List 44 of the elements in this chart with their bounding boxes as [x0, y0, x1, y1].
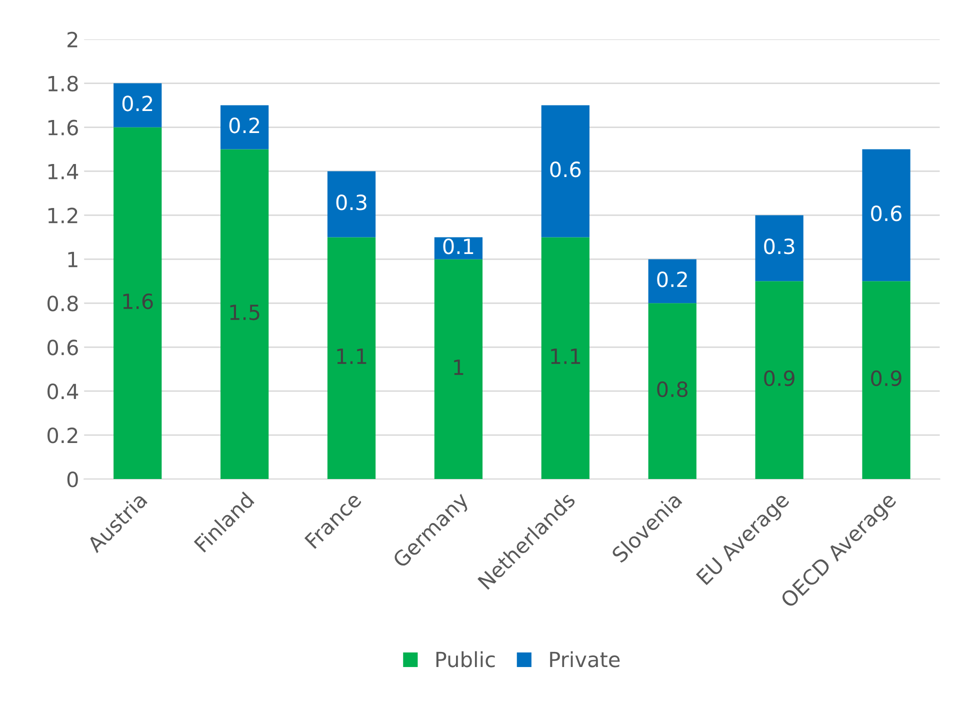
legend-label: Private — [550, 651, 620, 668]
bar — [862, 281, 910, 480]
data-label: 1.5 — [230, 304, 260, 320]
data-label: 0.6 — [871, 206, 902, 222]
bar — [114, 127, 162, 480]
y-tick-label: 0.8 — [48, 296, 78, 312]
y-tick-label: 2 — [68, 32, 78, 48]
bar — [541, 105, 590, 238]
y-tick-label: 0.2 — [48, 428, 78, 444]
y-tick-label: 1.2 — [48, 208, 78, 224]
bar — [648, 259, 696, 304]
data-label: 0.3 — [336, 194, 366, 210]
data-label: 1 — [454, 360, 464, 375]
data-label: 0.2 — [657, 271, 687, 288]
data-label: 0.8 — [657, 381, 688, 398]
y-tick-label: 1 — [68, 252, 78, 268]
data-label: 0.6 — [550, 162, 581, 178]
y-tick-label: 1.6 — [48, 120, 78, 136]
data-label: 0.2 — [229, 118, 260, 134]
bar — [862, 149, 910, 282]
legend-label: Public — [436, 651, 495, 668]
y-tick-label: 0 — [67, 472, 78, 488]
bar — [220, 105, 269, 150]
data-label: 0.9 — [871, 370, 902, 386]
y-tick-label: 1.4 — [48, 164, 78, 180]
data-label: 0.1 — [443, 238, 474, 254]
data-label: 0.9 — [764, 370, 794, 386]
bar — [755, 281, 804, 480]
data-label: 1.6 — [123, 293, 153, 310]
bar — [220, 149, 269, 480]
data-label: 1.1 — [551, 348, 580, 364]
bar — [114, 83, 162, 128]
y-tick-label: 1.8 — [48, 76, 78, 92]
data-label: 1.1 — [337, 348, 366, 364]
data-label: 0.3 — [764, 238, 794, 254]
y-tick-label: 0.4 — [48, 384, 78, 400]
bar — [434, 259, 483, 480]
bar — [755, 215, 804, 282]
bar — [327, 171, 376, 238]
bar — [541, 237, 590, 480]
data-label: 0.2 — [122, 96, 152, 112]
bar — [648, 303, 696, 480]
y-tick-label: 0.6 — [48, 340, 78, 356]
bar — [327, 237, 376, 480]
